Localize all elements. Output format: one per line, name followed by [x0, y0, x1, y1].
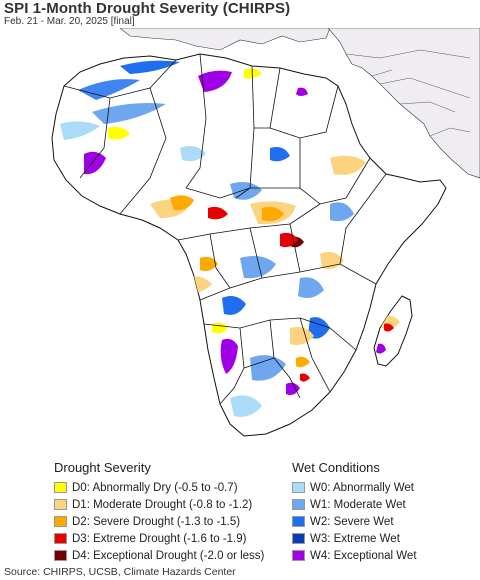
legend-label: D1: Moderate Drought (-0.8 to -1.2): [72, 498, 253, 511]
legend-item-w4: W4: Exceptional Wet: [292, 547, 417, 564]
drought-legend-heading: Drought Severity: [54, 460, 151, 475]
legend-label: W4: Exceptional Wet: [310, 549, 417, 562]
legend-label: D0: Abnormally Dry (-0.5 to -0.7): [72, 481, 238, 494]
legend-item-d3: D3: Extreme Drought (-1.6 to -1.9): [54, 530, 264, 547]
legend-item-w0: W0: Abnormally Wet: [292, 479, 417, 496]
country-borders: [63, 53, 387, 405]
legend-label: W0: Abnormally Wet: [310, 481, 414, 494]
legend-item-d1: D1: Moderate Drought (-0.8 to -1.2): [54, 496, 264, 513]
middle-east-landmass: [327, 28, 480, 179]
legend-swatch: [54, 550, 67, 561]
map-legend: Drought Severity D0: Abnormally Dry (-0.…: [0, 456, 480, 562]
drought-legend: Drought Severity D0: Abnormally Dry (-0.…: [54, 460, 264, 564]
legend-item-d4: D4: Exceptional Drought (-2.0 or less): [54, 547, 264, 564]
legend-label: D4: Exceptional Drought (-2.0 or less): [72, 549, 265, 562]
legend-label: W1: Moderate Wet: [310, 498, 406, 511]
africa-drought-map: [0, 28, 480, 456]
map-title: SPI 1-Month Drought Severity (CHIRPS): [4, 0, 291, 17]
legend-swatch: [292, 533, 305, 544]
condition-patches: [60, 60, 400, 417]
legend-swatch: [292, 550, 305, 561]
middle-east-borders: [345, 49, 471, 137]
legend-swatch: [292, 482, 305, 493]
source-credit: Source: CHIRPS, UCSB, Climate Hazards Ce…: [4, 566, 236, 578]
legend-swatch: [54, 482, 67, 493]
legend-swatch: [292, 516, 305, 527]
legend-swatch: [54, 533, 67, 544]
legend-item-w1: W1: Moderate Wet: [292, 496, 417, 513]
map-subtitle: Feb. 21 - Mar. 20, 2025 [final]: [4, 16, 135, 27]
legend-swatch: [292, 499, 305, 510]
legend-item-d0: D0: Abnormally Dry (-0.5 to -0.7): [54, 479, 264, 496]
wet-legend-heading: Wet Conditions: [292, 460, 380, 475]
legend-item-d2: D2: Severe Drought (-1.3 to -1.5): [54, 513, 264, 530]
legend-swatch: [54, 499, 67, 510]
europe-landmass: [119, 28, 331, 51]
wet-legend: Wet Conditions W0: Abnormally Wet W1: Mo…: [292, 460, 417, 564]
legend-label: W2: Severe Wet: [310, 515, 394, 528]
legend-item-w3: W3: Extreme Wet: [292, 530, 417, 547]
legend-label: D3: Extreme Drought (-1.6 to -1.9): [72, 532, 247, 545]
legend-swatch: [54, 516, 67, 527]
legend-label: D2: Severe Drought (-1.3 to -1.5): [72, 515, 241, 528]
legend-item-w2: W2: Severe Wet: [292, 513, 417, 530]
legend-label: W3: Extreme Wet: [310, 532, 400, 545]
